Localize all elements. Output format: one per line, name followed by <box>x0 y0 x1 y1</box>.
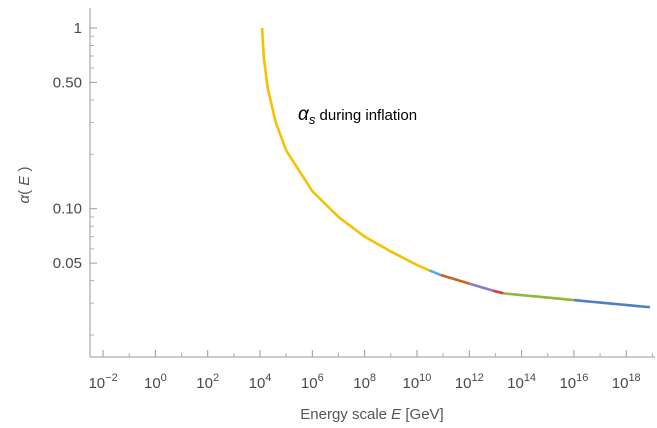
x-tick-base: 10 <box>249 375 266 392</box>
x-tick-base: 10 <box>88 375 105 392</box>
x-tick-exponent: 2 <box>213 372 219 384</box>
annotation-text: during inflation <box>315 107 417 124</box>
x-axis-title-prefix: Energy scale <box>300 406 391 423</box>
y-tick-label: 1 <box>74 20 82 37</box>
x-tick-label: 1016 <box>559 372 588 392</box>
x-tick-label: 106 <box>301 372 324 392</box>
x-tick-exponent: 0 <box>161 372 167 384</box>
x-tick-base: 10 <box>612 375 629 392</box>
x-tick-base: 10 <box>144 375 161 392</box>
x-tick-base: 10 <box>507 375 524 392</box>
y-axis-title-open: ( <box>16 186 33 195</box>
x-tick-label: 104 <box>249 372 272 392</box>
series-line <box>440 273 470 285</box>
x-tick-base: 10 <box>196 375 213 392</box>
x-axis-title: Energy scale E [GeV] <box>300 406 443 423</box>
x-tick-base: 10 <box>559 375 576 392</box>
x-tick-label: 100 <box>144 372 167 392</box>
x-tick-exponent: 10 <box>419 372 431 384</box>
x-tick-label: 102 <box>196 372 219 392</box>
x-tick-label: 108 <box>353 372 376 392</box>
series-line <box>428 269 442 277</box>
x-axis-title-var: E <box>391 406 402 423</box>
y-axis-title-var: E <box>16 175 33 186</box>
y-axis-title-close: ) <box>16 167 33 176</box>
x-tick-exponent: 18 <box>628 372 640 384</box>
series-line <box>468 282 494 292</box>
annotation-alpha: α <box>298 104 310 125</box>
x-tick-exponent: −2 <box>105 372 118 384</box>
x-axis-title-suffix: [GeV] <box>401 406 444 423</box>
x-tick-base: 10 <box>402 375 419 392</box>
x-tick-base: 10 <box>455 375 472 392</box>
series-line <box>260 27 430 272</box>
y-tick-labels: 1 0.50 0.10 0.05 <box>53 20 82 272</box>
x-tick-exponent: 6 <box>318 372 324 384</box>
x-major-ticks <box>102 350 627 357</box>
y-tick-label: 0.05 <box>53 255 82 272</box>
x-tick-base: 10 <box>353 375 370 392</box>
series-line <box>573 298 650 309</box>
y-minor-ticks <box>90 35 94 336</box>
x-tick-label: 1014 <box>507 372 536 392</box>
x-tick-exponent: 14 <box>524 372 536 384</box>
series-line <box>492 289 504 295</box>
x-tick-exponent: 8 <box>370 372 376 384</box>
x-tick-exponent: 12 <box>472 372 484 384</box>
x-tick-label: 1010 <box>402 372 431 392</box>
x-tick-exponent: 4 <box>265 372 271 384</box>
x-minor-ticks <box>128 353 653 357</box>
series-group <box>260 27 650 309</box>
x-tick-label: 10−2 <box>88 372 117 392</box>
annotation-subscript: s <box>309 112 316 127</box>
x-tick-base: 10 <box>301 375 318 392</box>
y-axis-title-alpha: α <box>16 194 33 203</box>
y-major-ticks <box>90 27 97 264</box>
x-tick-label: 1018 <box>612 372 641 392</box>
x-tick-exponent: 16 <box>576 372 588 384</box>
series-line <box>503 292 575 302</box>
x-tick-label: 1012 <box>455 372 484 392</box>
x-tick-labels: 10−2 100 102 104 106 108 1010 1012 1014 1016 1018 <box>88 372 640 392</box>
y-axis-title: α( E ) <box>16 167 33 204</box>
y-tick-label: 0.10 <box>53 201 82 218</box>
plot-frame <box>89 8 655 358</box>
y-tick-label: 0.50 <box>53 74 82 91</box>
annotation-label: αs during inflation <box>298 104 417 127</box>
